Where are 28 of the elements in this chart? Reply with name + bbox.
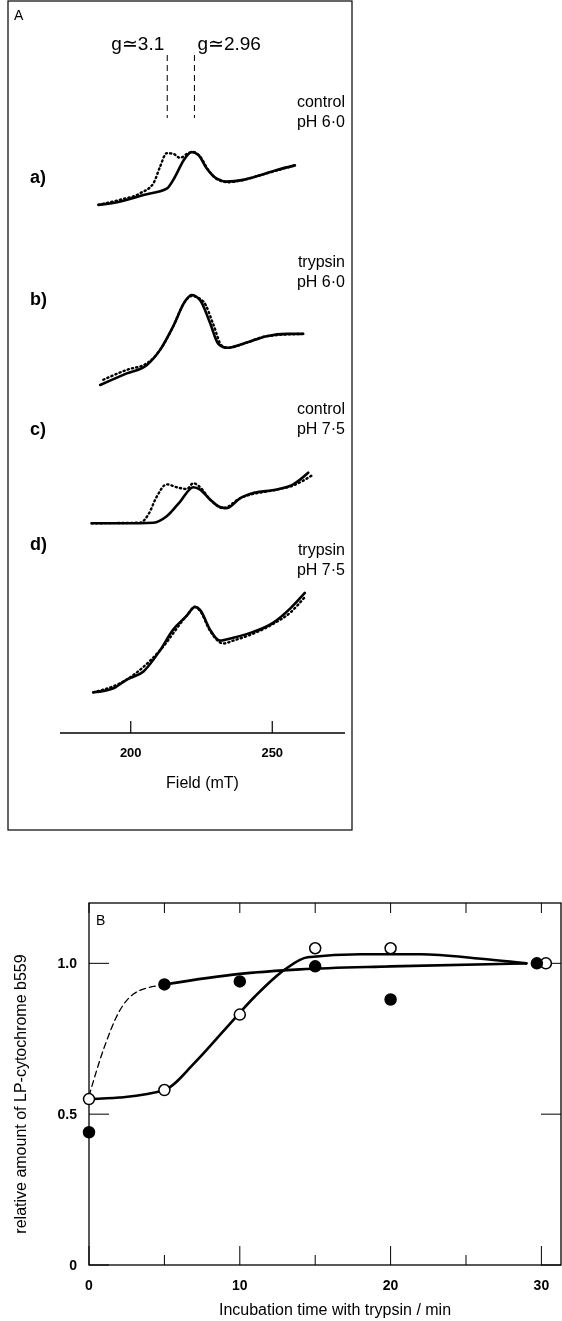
x-axis-title: Incubation time with trypsin / min (218, 1301, 452, 1318)
annotation: trypsin (297, 253, 345, 270)
x-tick-label: 20 (382, 1277, 399, 1293)
x-tick-label: 30 (533, 1277, 550, 1293)
text: b) (30, 289, 47, 309)
x-tick-label: 200 (119, 745, 142, 760)
ref-line-label: g≃3.1 (111, 33, 165, 54)
x-tick-label: 0 (85, 1277, 94, 1293)
x-tick-label: 10 (232, 1277, 248, 1293)
ref-line-label: g≃2.96 (197, 33, 261, 54)
text: a) (30, 167, 47, 187)
text: control (296, 93, 345, 110)
annotation: pH 6·0 (296, 273, 346, 290)
y-tick-label: 1.0 (57, 955, 78, 972)
text: c) (30, 419, 47, 439)
x-axis-title: Field (mT) (166, 774, 239, 791)
annotation: control (296, 400, 345, 417)
y-axis-title: relative amount of LP-cytochrome b559 (12, 954, 29, 1234)
text: A (14, 7, 24, 23)
text: d) (30, 534, 47, 554)
annotation: trypsin (297, 541, 345, 558)
x-tick-label: 250 (261, 745, 284, 760)
annotation: pH 7·5 (296, 420, 346, 437)
y-tick-label: 0.5 (57, 1106, 78, 1123)
annotation: B (96, 912, 106, 928)
text: pH 6·0 (296, 113, 346, 130)
y-tick-label: 0 (69, 1257, 78, 1273)
annotation: pH 7·5 (296, 561, 346, 578)
